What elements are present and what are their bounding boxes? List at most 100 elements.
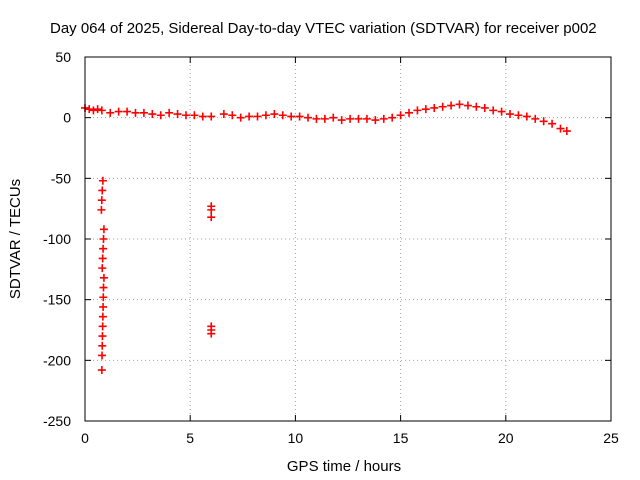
data-point <box>430 103 439 112</box>
x-tick-label: 20 <box>498 430 514 446</box>
data-point <box>97 205 106 214</box>
y-tick-label: -50 <box>51 170 71 186</box>
data-point <box>562 127 571 136</box>
data-point <box>489 106 498 115</box>
data-point <box>455 100 464 109</box>
data-point <box>556 124 565 133</box>
y-tick-label: -200 <box>43 352 71 368</box>
data-point <box>98 176 107 185</box>
data-point <box>405 108 414 117</box>
data-point <box>219 110 228 119</box>
data-point <box>548 119 557 128</box>
y-tick-label: -250 <box>43 413 71 429</box>
data-point <box>98 254 107 263</box>
data-point <box>270 110 279 119</box>
data-point <box>346 114 355 123</box>
data-point <box>207 112 216 121</box>
data-point <box>99 283 108 292</box>
data-point <box>362 114 371 123</box>
data-point <box>148 110 157 119</box>
data-point <box>320 114 329 123</box>
data-point <box>438 102 447 111</box>
data-point <box>98 341 107 350</box>
data-point <box>97 366 106 375</box>
data-point <box>480 103 489 112</box>
data-point <box>514 111 523 120</box>
data-point <box>99 273 108 282</box>
data-point <box>531 114 540 123</box>
data-series <box>81 100 571 375</box>
data-point <box>337 116 346 125</box>
data-point <box>396 111 405 120</box>
data-point <box>98 332 107 341</box>
data-point <box>99 293 108 302</box>
data-point <box>497 107 506 116</box>
data-point <box>97 106 106 115</box>
data-point <box>287 112 296 121</box>
plot-frame <box>84 56 612 422</box>
axis-ticks: 0 5 10 15 20 25 50 0 -50 -100 -150 -200 -250 <box>43 49 619 446</box>
data-point <box>506 110 515 119</box>
data-point <box>98 312 107 321</box>
data-point <box>388 113 397 122</box>
data-point <box>472 102 481 111</box>
data-point <box>99 235 108 243</box>
data-point <box>190 111 199 120</box>
grid-lines <box>85 57 611 421</box>
data-point <box>228 111 237 120</box>
data-point <box>98 186 107 195</box>
data-point <box>181 111 190 120</box>
data-point <box>539 117 548 126</box>
data-point <box>98 264 107 273</box>
y-tick-label: 0 <box>63 110 71 126</box>
data-point <box>278 111 287 120</box>
data-point <box>98 322 107 331</box>
x-axis-label: GPS time / hours <box>287 458 401 475</box>
data-point <box>97 196 106 205</box>
x-tick-label: 25 <box>603 430 619 446</box>
x-tick-label: 10 <box>288 430 304 446</box>
data-point <box>371 116 380 125</box>
data-point <box>447 101 456 110</box>
data-point <box>131 108 140 117</box>
data-point <box>98 351 107 360</box>
data-point <box>312 114 321 123</box>
data-point <box>156 111 165 120</box>
data-point <box>207 205 216 214</box>
y-tick-label: -150 <box>43 292 71 308</box>
data-point <box>173 110 182 119</box>
data-point <box>261 111 270 120</box>
data-point <box>379 114 388 123</box>
data-point <box>421 105 430 114</box>
data-point <box>236 113 245 122</box>
data-point <box>123 107 132 116</box>
data-point <box>207 213 216 222</box>
data-point <box>93 105 102 114</box>
data-point <box>245 112 254 121</box>
data-point <box>295 112 304 121</box>
data-point <box>198 112 207 121</box>
data-point <box>413 106 422 115</box>
y-tick-label: -100 <box>43 231 71 247</box>
data-point <box>522 112 531 121</box>
data-point <box>329 113 338 122</box>
data-point <box>304 113 313 122</box>
data-point <box>99 244 108 253</box>
data-point <box>139 108 148 117</box>
chart-title: Day 064 of 2025, Sidereal Day-to-day VTE… <box>50 20 597 37</box>
data-point <box>114 107 123 116</box>
data-point <box>99 225 108 234</box>
x-tick-label: 5 <box>186 430 194 446</box>
data-point <box>207 329 216 338</box>
data-point <box>85 105 94 114</box>
data-point <box>106 108 115 117</box>
data-point <box>253 112 262 121</box>
y-tick-label: 50 <box>55 49 71 65</box>
data-point <box>354 114 363 123</box>
data-point <box>165 108 174 117</box>
data-point <box>89 106 98 115</box>
data-point <box>463 101 472 110</box>
x-tick-label: 15 <box>393 430 409 446</box>
data-point <box>99 302 108 311</box>
